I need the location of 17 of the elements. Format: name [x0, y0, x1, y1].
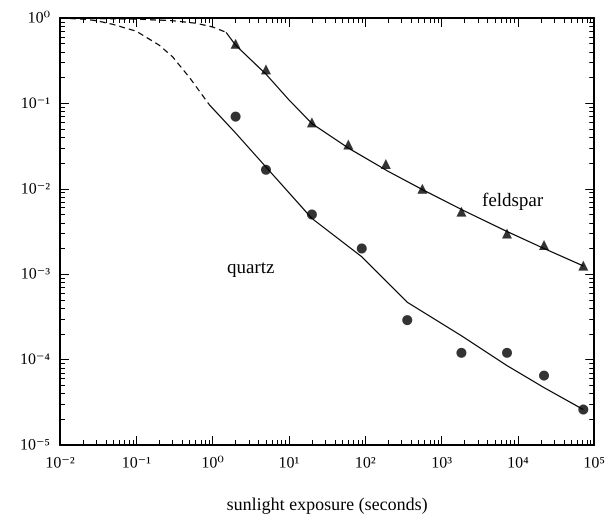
x-tick-label: 10²: [354, 454, 376, 472]
x-tick-label: 10⁵: [583, 454, 605, 472]
x-tick-label: 10³: [431, 454, 452, 472]
y-tick-label: 10⁰: [28, 10, 50, 26]
y-tick-label: 10⁻⁴: [20, 351, 50, 368]
x-tick-label: 10⁴: [507, 454, 530, 472]
text: quartz: [227, 257, 274, 278]
x-tick-label: 10⁻²: [45, 454, 75, 472]
x-tick-label: 10⁰: [201, 454, 224, 472]
y-tick-label: 10⁻³: [20, 266, 50, 283]
x-tick-label: 10⁻¹: [122, 454, 152, 472]
legend-label: feldspar: [482, 190, 544, 211]
y-tick-label: 10⁻²: [20, 180, 50, 198]
x-tick-label: 10¹: [278, 454, 300, 472]
x-axis-title: sunlight exposure (seconds): [226, 494, 428, 514]
y-tick-label: 10⁻¹: [20, 94, 50, 112]
y-tick-label: 10⁻⁵: [20, 436, 50, 454]
